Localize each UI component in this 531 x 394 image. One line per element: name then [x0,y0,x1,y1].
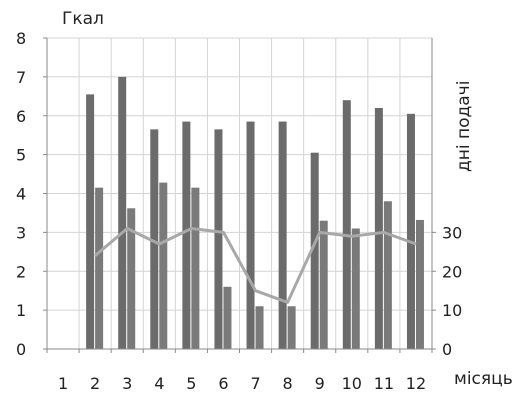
x-tick-label: 5 [186,374,196,393]
bar-series-1 [150,129,159,349]
y-tick-label-left: 1 [16,301,26,320]
bar-series-1 [86,94,95,350]
bar-series-1 [278,121,287,349]
y-tick-label-left: 4 [16,185,26,204]
bar-series-2 [95,187,104,349]
axes [43,37,436,353]
bar-series-2 [319,220,328,349]
x-tick-label: 10 [342,374,362,393]
y-tick-label-left: 0 [16,340,26,359]
y-tick-label-right: 20 [442,262,462,281]
bar-series-2 [351,228,360,349]
x-axis-label: місяць [454,369,513,389]
bar-series-2 [383,201,392,349]
x-tick-label: 12 [406,374,426,393]
y-tick-label-right: 30 [442,223,462,242]
x-tick-label: 6 [218,374,228,393]
y-axis-label-right: дні подачі [454,81,474,172]
bar-series-1 [342,100,351,349]
bar-series-1 [182,121,191,349]
y-tick-label-left: 7 [16,68,26,87]
bar-series-2 [191,187,200,349]
x-tick-label: 1 [58,374,68,393]
bar-series-1 [246,121,255,349]
grid-lines [47,37,433,349]
y-tick-label-left: 3 [16,223,26,242]
bar-series-2 [415,219,424,349]
line-series [94,227,417,304]
bar-series-1 [214,129,223,349]
x-tick-label: 7 [250,374,260,393]
y-tick-label-left: 2 [16,262,26,281]
bar-series-1 [310,152,319,349]
bar-series-2 [127,208,136,349]
y-tick-label-left: 5 [16,146,26,165]
bar-series-1 [374,107,383,349]
y-tick-label-right: 0 [442,340,452,359]
bar-series-2 [223,286,232,349]
x-tick-label: 11 [374,374,394,393]
x-tick-label: 4 [154,374,164,393]
x-tick-label: 3 [122,374,132,393]
x-tick-label: 8 [283,374,293,393]
bars [86,76,424,350]
y-tick-label-left: 8 [16,29,26,48]
y-tick-label-left: 6 [16,107,26,126]
y-tick-label-right: 10 [442,301,462,320]
bar-series-2 [255,306,264,349]
bar-series-2 [159,182,168,349]
bar-series-1 [406,113,415,350]
y-axis-label-left: Гкал [62,9,104,29]
bar-series-2 [287,306,296,349]
x-tick-label: 9 [315,374,325,393]
days-line [94,227,417,304]
x-tick-label: 2 [90,374,100,393]
bar-series-1 [118,76,127,349]
